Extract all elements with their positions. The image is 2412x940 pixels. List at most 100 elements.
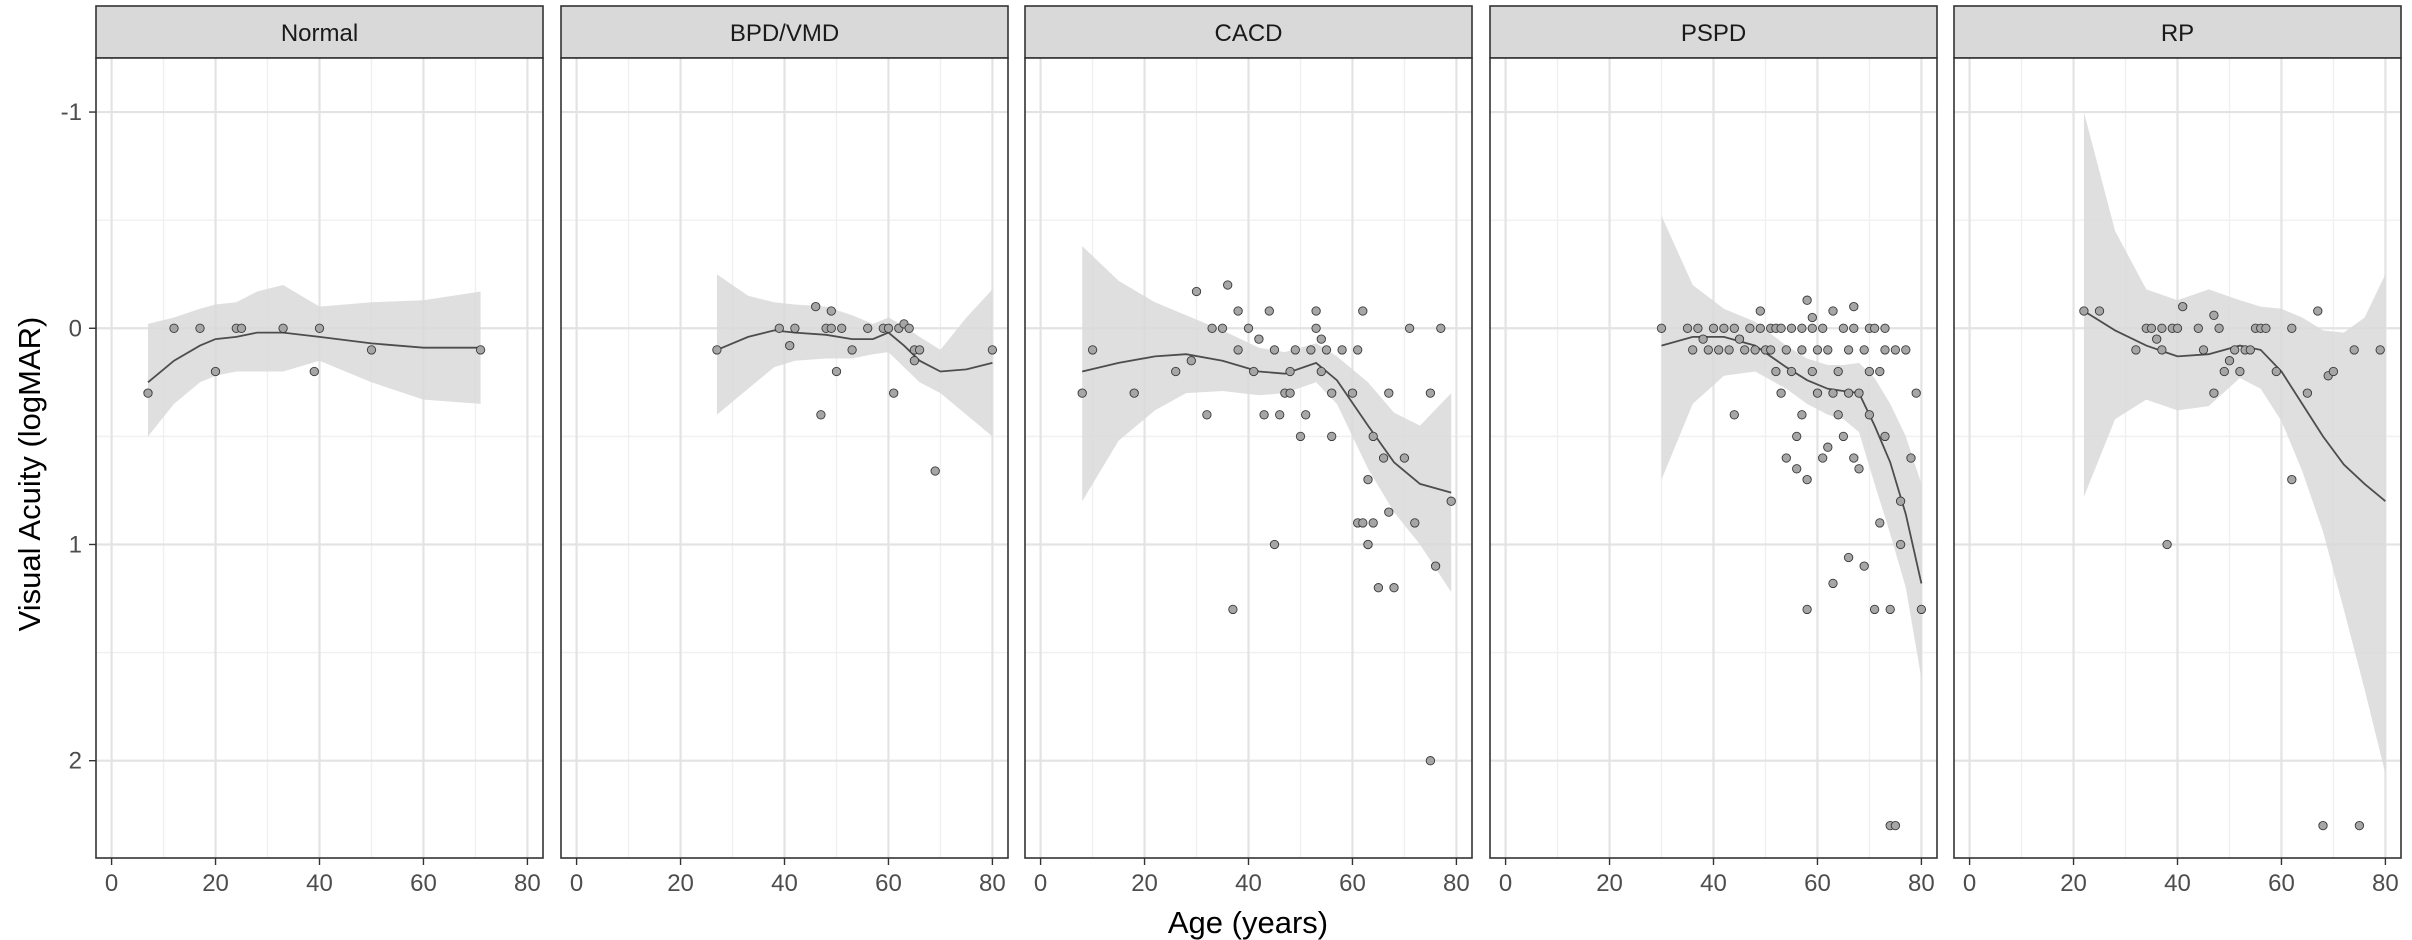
data-point (914, 345, 925, 355)
data-point (1786, 366, 1797, 377)
data-point (1807, 323, 1817, 333)
facet-strip (1953, 5, 2402, 59)
data-point (1233, 306, 1243, 316)
data-point (1797, 323, 1807, 333)
data-point (1264, 306, 1274, 316)
data-point (1781, 345, 1791, 355)
data-point (1311, 323, 1321, 333)
data-point (1384, 507, 1394, 517)
data-point (1833, 410, 1843, 420)
x-tick-label: 60 (410, 870, 437, 897)
data-point (366, 345, 377, 355)
data-point (1703, 345, 1713, 355)
facet-panel-1: Normal 0 20 40 60 80 (95, 5, 544, 897)
data-point (1776, 323, 1786, 333)
data-point (837, 323, 847, 333)
data-point (2178, 301, 2188, 312)
facet-strip-label: PSPD (1681, 20, 1746, 47)
data-point (826, 306, 836, 316)
data-point (1327, 431, 1337, 442)
data-point (1802, 295, 1812, 305)
data-point (2193, 323, 2203, 333)
data-point (210, 366, 221, 377)
x-tick-label: 80 (979, 870, 1006, 897)
data-point (2131, 345, 2141, 355)
data-point (2157, 345, 2167, 355)
data-point (2349, 345, 2359, 355)
data-point (2094, 306, 2105, 316)
data-point (1781, 453, 1791, 463)
data-point (1776, 388, 1786, 398)
data-point (1911, 388, 1921, 398)
data-point (1828, 578, 1838, 589)
data-point (195, 323, 205, 333)
data-point (143, 388, 153, 398)
data-point (2318, 820, 2328, 831)
data-point (1316, 366, 1326, 377)
data-point (1223, 280, 1233, 290)
data-point (1890, 345, 1901, 355)
x-tick-label: 0 (1499, 870, 1512, 897)
data-point (1693, 323, 1703, 333)
data-point (1358, 518, 1368, 528)
data-point (2079, 306, 2089, 316)
confidence-ribbon (1082, 246, 1452, 593)
data-point (278, 323, 288, 333)
data-point (2302, 388, 2313, 398)
facet-strip-label: Normal (281, 20, 358, 47)
data-point (1378, 453, 1389, 463)
data-point (1875, 366, 1885, 377)
smooth-line (1081, 353, 1452, 494)
data-point (1724, 345, 1734, 355)
data-point (811, 301, 821, 312)
data-point (1384, 388, 1394, 398)
data-point (1755, 323, 1765, 333)
data-point (1347, 388, 1358, 398)
facet-strip-label: BPD/VMD (730, 20, 839, 47)
data-point (1327, 388, 1337, 398)
data-point (1854, 464, 1864, 474)
data-point (1373, 583, 1384, 593)
data-point (2152, 334, 2162, 344)
x-tick-label: 20 (2060, 870, 2087, 897)
data-point (1807, 312, 1817, 323)
data-point (2209, 310, 2219, 320)
data-point (1916, 604, 1927, 615)
y-tick-label: 1 (69, 531, 82, 558)
data-point (1823, 345, 1833, 355)
data-point (1890, 820, 1901, 831)
data-point (314, 323, 325, 333)
data-point (785, 340, 795, 351)
data-point (1869, 323, 1880, 333)
data-point (1688, 345, 1698, 355)
smooth-line (716, 329, 993, 373)
data-point (1869, 604, 1880, 615)
data-point (1656, 323, 1667, 333)
data-point (1191, 286, 1202, 297)
data-point (475, 345, 486, 355)
data-point (2224, 356, 2235, 366)
data-point (1792, 464, 1802, 474)
data-point (909, 356, 920, 366)
plot-area (1954, 58, 2401, 858)
data-point (1389, 583, 1399, 593)
facet-panels: Normal 0 20 40 60 80 BPD/VMD 0 20 40 60 80 CACD 0 20 40… (95, 5, 2402, 897)
data-point (1363, 539, 1373, 550)
data-point (1838, 431, 1849, 442)
data-point (863, 323, 873, 333)
data-point (309, 366, 319, 377)
facet-panel-4: PSPD 0 20 40 60 80 (1489, 5, 1938, 897)
data-point (1828, 388, 1838, 398)
x-tick-label: 60 (2268, 870, 2295, 897)
data-point (1202, 410, 1212, 420)
x-tick-label: 80 (2372, 870, 2399, 897)
data-point (2271, 366, 2281, 377)
data-point (1129, 388, 1139, 398)
data-point (1714, 345, 1724, 355)
data-point (1802, 604, 1812, 615)
confidence-ribbon (2083, 112, 2386, 774)
data-point (1275, 410, 1285, 420)
data-point (1430, 561, 1441, 571)
plot-area (1025, 58, 1472, 858)
